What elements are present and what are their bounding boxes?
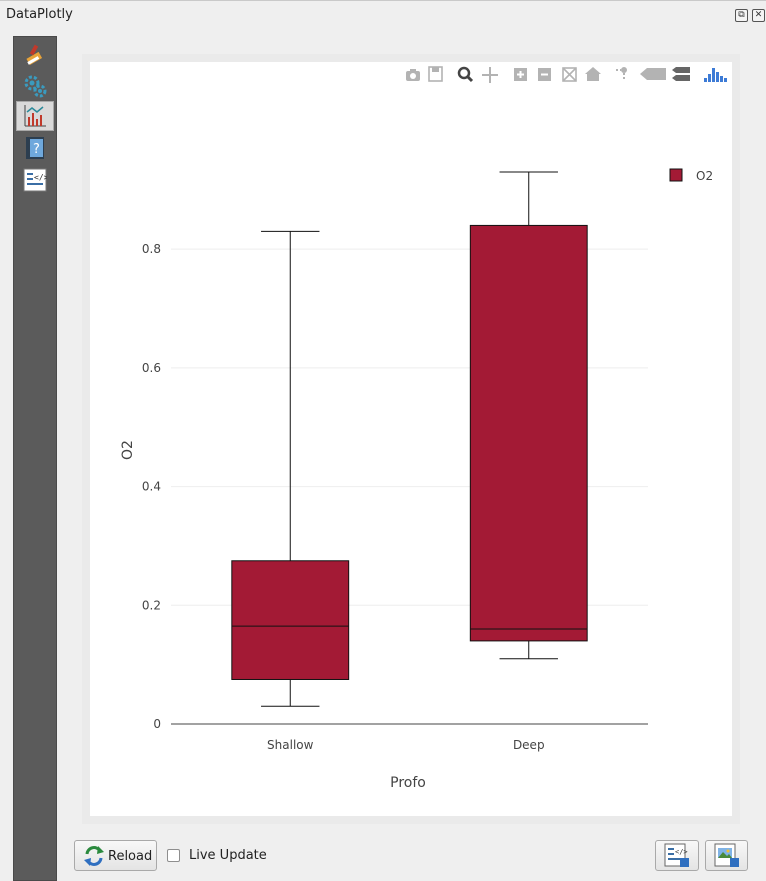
pan-icon[interactable] [482,67,498,83]
gears-icon [24,75,47,98]
box-shallow [231,230,350,707]
y-tick-label: 0.2 [142,598,161,612]
hover-closest-icon[interactable] [640,68,666,80]
live-update-label: Live Update [189,848,267,863]
legend-swatch [669,168,683,182]
paintbrush-icon [26,44,43,65]
save-icon[interactable] [428,66,443,82]
autoscale-icon[interactable] [562,67,577,82]
zoom-out-icon[interactable] [538,68,551,81]
spike-lines-icon[interactable] [616,67,627,81]
sidebar: ? </> [13,36,57,881]
hover-compare-icon[interactable] [672,67,690,81]
x-tick-label: Shallow [267,738,314,752]
y-tick-label: 0.4 [142,480,161,494]
x-tick-label: Deep [513,738,545,752]
reload-label: Reload [108,849,153,864]
zoom-in-icon[interactable] [514,68,527,81]
sidebar-item-raw-html[interactable]: </> [16,165,54,195]
sidebar-item-settings[interactable] [16,71,54,101]
reset-axes-icon[interactable] [585,67,601,81]
modebar[interactable] [90,62,732,92]
float-icon[interactable]: ⧉ [735,9,748,22]
iqr-box [231,560,350,680]
y-tick-label: 0 [153,717,161,731]
camera-icon[interactable] [406,69,420,81]
reload-icon [84,846,104,866]
box-chart: 0 0.2 0.4 0.6 0.8 Shallow Deep O2 Profo O2 [120,168,713,791]
svg-text:</>: </> [675,848,688,856]
close-icon[interactable]: ✕ [752,9,765,22]
sidebar-item-plot-view[interactable] [16,101,54,131]
code-icon: </> [23,168,47,192]
window-title: DataPlotly [6,7,73,22]
svg-text:?: ? [33,142,40,157]
export-html-button[interactable]: </> [655,840,699,871]
x-axis-title: Profo [390,775,426,791]
help-book-icon: ? [26,137,44,159]
y-tick-label: 0.6 [142,361,161,375]
title-bar: DataPlotly ⧉ ✕ [0,0,766,29]
zoom-icon[interactable] [457,66,474,83]
plotly-logo-icon[interactable] [704,68,727,82]
box-deep [469,171,588,660]
plot-area[interactable]: 0 0.2 0.4 0.6 0.8 Shallow Deep O2 Profo O2 [90,62,732,816]
export-image-button[interactable] [705,840,748,871]
chart-icon [24,105,46,127]
sidebar-item-properties[interactable] [16,39,54,69]
reload-button[interactable]: Reload [74,840,157,871]
y-tick-label: 0.8 [142,242,161,256]
iqr-box [469,224,588,642]
export-image-icon [714,843,739,867]
legend-label: O2 [696,169,713,183]
live-update-checkbox[interactable] [167,849,180,862]
y-axis-title: O2 [120,440,136,460]
sidebar-item-help[interactable]: ? [16,133,54,163]
export-html-icon: </> [664,843,689,867]
svg-text:</>: </> [34,173,47,182]
